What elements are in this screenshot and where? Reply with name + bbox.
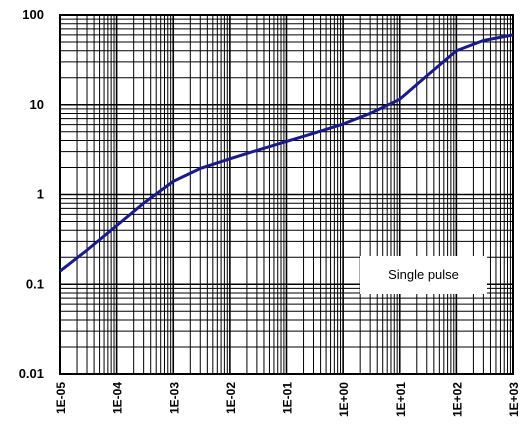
y-tick-label: 100 (22, 7, 44, 22)
x-tick-label: 1E-05 (54, 382, 68, 414)
y-tick-label: 0.01 (19, 366, 44, 381)
x-tick-label: 1E-02 (224, 382, 238, 414)
x-tick-label: 1E+00 (337, 382, 351, 417)
y-tick-label: 10 (30, 97, 44, 112)
series-line (59, 33, 514, 273)
x-tick-label: 1E-01 (281, 382, 295, 414)
annotation-label: Single pulse (388, 267, 459, 282)
y-tick-label: 0.1 (26, 276, 44, 291)
annotation-box: Single pulse (360, 256, 487, 294)
chart-grid (59, 15, 513, 375)
x-tick-label: 1E+03 (507, 382, 520, 417)
x-axis: 1E-05 1E-04 1E-03 1E-02 1E-01 1E+00 1E+01 1E+02… (54, 382, 520, 417)
plot-area (59, 14, 514, 375)
x-tick-label: 1E-04 (111, 382, 125, 414)
y-tick-label: 1 (37, 187, 44, 202)
x-tick-label: 1E-03 (167, 382, 181, 414)
annotation-background (360, 256, 487, 294)
series-group (59, 33, 514, 273)
x-tick-label: 1E+01 (394, 382, 408, 417)
y-axis: 0.01 0.1 1 10 100 (19, 7, 44, 381)
x-tick-label: 1E+02 (450, 382, 464, 417)
